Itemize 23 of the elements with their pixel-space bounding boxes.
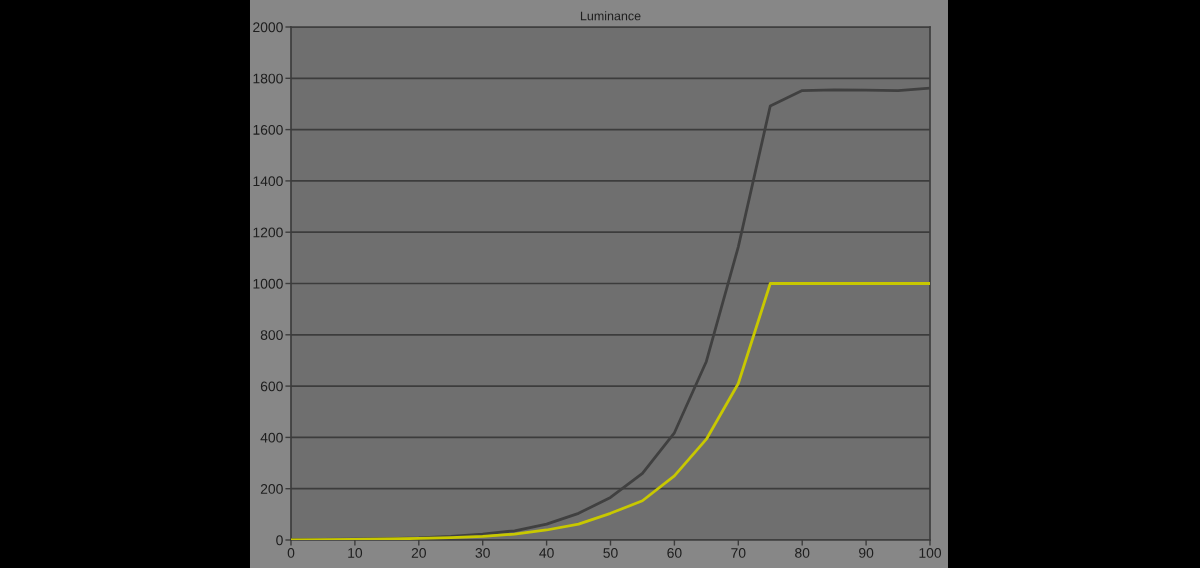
y-tick-label: 2000 bbox=[253, 22, 283, 33]
x-tick-label: 50 bbox=[603, 548, 618, 558]
y-tick-label: 800 bbox=[260, 330, 283, 340]
y-tick-label: 1800 bbox=[253, 73, 283, 84]
x-tick-label: 10 bbox=[348, 548, 363, 558]
y-tick-label: 1200 bbox=[253, 227, 283, 238]
y-tick-label: 1600 bbox=[253, 124, 283, 135]
x-tick-label: 40 bbox=[539, 548, 554, 558]
x-tick-label: 70 bbox=[731, 548, 746, 558]
x-tick-label: 30 bbox=[475, 548, 490, 558]
x-tick-label: 60 bbox=[667, 548, 682, 558]
y-tick-label: 0 bbox=[276, 535, 283, 546]
y-tick-label: 400 bbox=[260, 432, 283, 443]
y-tick-label: 600 bbox=[260, 381, 283, 392]
x-tick-label: 0 bbox=[287, 548, 295, 558]
y-tick-label: 200 bbox=[260, 484, 283, 494]
x-tick-label: 90 bbox=[859, 548, 874, 558]
x-tick-label: 100 bbox=[919, 548, 942, 558]
x-tick-label: 20 bbox=[411, 548, 426, 558]
x-tick-label: 80 bbox=[795, 548, 810, 558]
chart-title: Luminance bbox=[580, 11, 641, 21]
y-tick-label: 1000 bbox=[253, 278, 283, 289]
y-tick-label: 1400 bbox=[253, 176, 283, 187]
